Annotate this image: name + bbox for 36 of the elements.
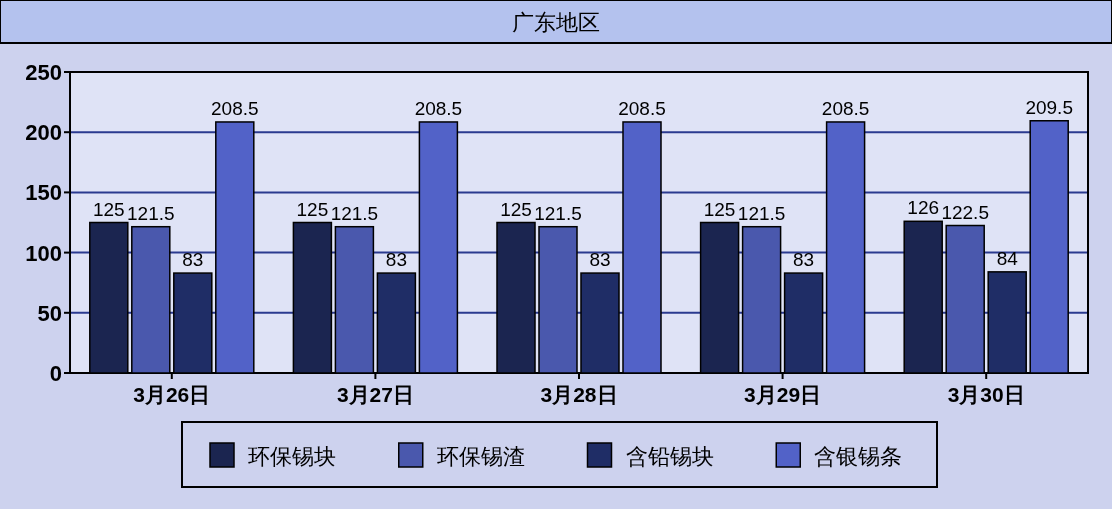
legend-label: 含银锡条 — [814, 444, 903, 469]
data-label: 125 — [500, 198, 532, 220]
data-label: 121.5 — [330, 202, 379, 224]
chart-title: 广东地区 — [512, 10, 600, 35]
y-tick-label: 100 — [25, 240, 62, 266]
y-tick-label: 150 — [25, 180, 62, 206]
y-tick-label: 50 — [37, 300, 62, 326]
legend-label: 环保锡块 — [248, 444, 336, 469]
data-label: 122.5 — [941, 201, 989, 223]
data-label: 126 — [907, 197, 940, 219]
data-label: 83 — [182, 249, 204, 271]
y-tick-label: 250 — [25, 60, 62, 85]
data-label: 121.5 — [534, 202, 582, 224]
data-label: 209.5 — [1025, 96, 1073, 118]
data-label: 121.5 — [127, 202, 175, 224]
x-tick-label: 3月30日 — [947, 383, 1025, 406]
x-tick-label: 3月29日 — [744, 383, 822, 406]
legend-label: 含铅锡块 — [625, 444, 714, 469]
data-label: 125 — [296, 198, 329, 220]
data-label: 208.5 — [821, 97, 870, 119]
y-tick-label: 0 — [49, 361, 62, 386]
x-tick-label: 3月28日 — [540, 383, 618, 406]
data-label: 121.5 — [737, 202, 786, 224]
x-tick-label: 3月26日 — [133, 383, 211, 406]
data-label: 83 — [589, 249, 611, 271]
data-label: 208.5 — [414, 97, 463, 119]
legend-label: 环保锡渣 — [436, 444, 525, 469]
data-label: 84 — [996, 247, 1019, 269]
data-label: 83 — [385, 249, 407, 271]
data-label: 83 — [793, 249, 815, 271]
x-tick-label: 3月27日 — [336, 383, 414, 406]
y-tick-label: 200 — [25, 120, 62, 146]
data-label: 208.5 — [618, 97, 666, 119]
data-label: 125 — [703, 198, 736, 220]
data-label: 208.5 — [211, 97, 259, 119]
data-label: 125 — [92, 198, 125, 220]
